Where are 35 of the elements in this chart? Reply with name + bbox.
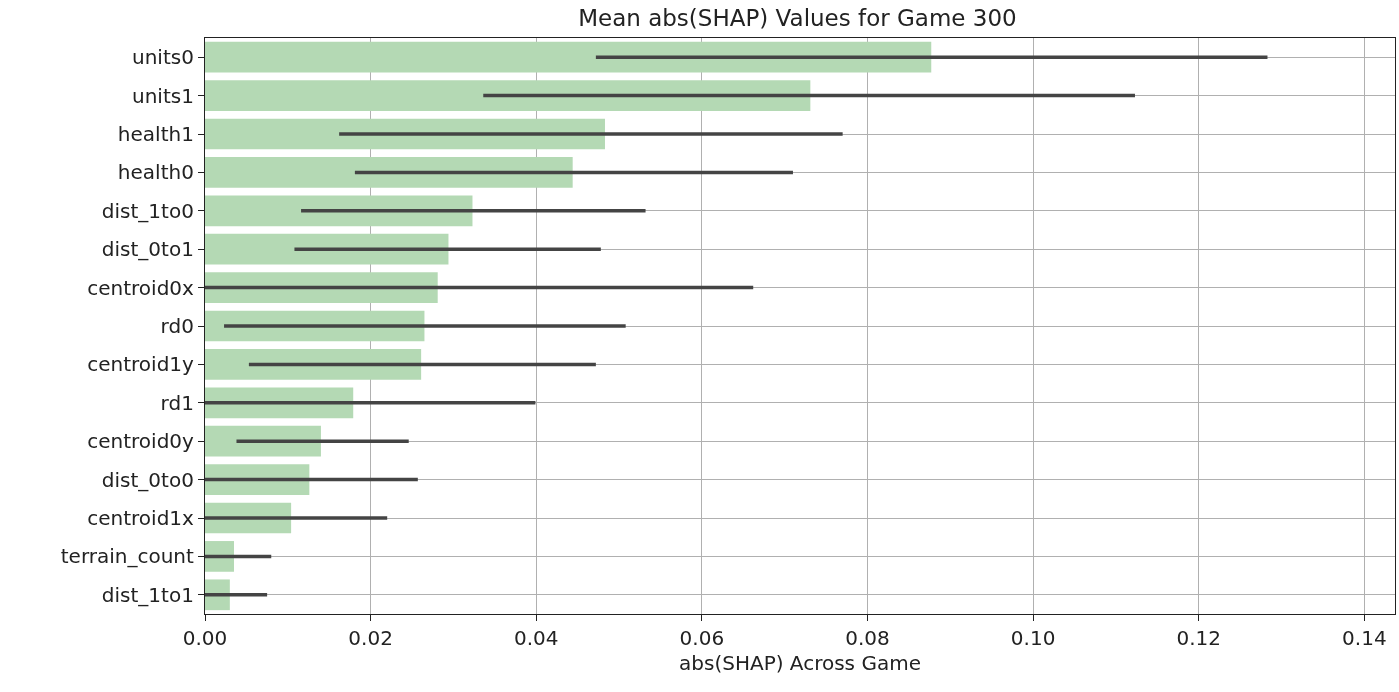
x-tick-label: 0.10 xyxy=(1010,626,1056,651)
y-tick-label: health0 xyxy=(117,160,194,185)
bar xyxy=(205,157,573,188)
y-tick-label: rd1 xyxy=(160,390,194,415)
bar xyxy=(205,41,932,73)
x-tick-label: 0.06 xyxy=(679,626,725,651)
y-tick-label: terrain_count xyxy=(60,544,195,569)
bar xyxy=(205,464,310,495)
y-tick-label: rd0 xyxy=(160,314,194,338)
y-tick-label: units0 xyxy=(131,45,194,70)
x-tick-label: 0.14 xyxy=(1342,626,1387,651)
y-tick-label: dist_1to1 xyxy=(101,582,194,607)
y-tick-label: health1 xyxy=(117,122,194,146)
bar xyxy=(205,195,473,227)
x-axis-title: abs(SHAP) Across Game xyxy=(679,650,921,675)
bar xyxy=(205,80,811,111)
x-tick-label: 0.04 xyxy=(513,626,559,651)
x-tick-label: 0.08 xyxy=(845,626,890,651)
y-tick-label: centroid1x xyxy=(87,506,195,530)
x-tick-label: 0.12 xyxy=(1176,626,1222,651)
y-tick-label: dist_0to1 xyxy=(101,237,194,262)
bar xyxy=(205,541,234,572)
y-tick-label: centroid0x xyxy=(87,275,195,300)
bar xyxy=(205,233,449,265)
bar xyxy=(205,425,321,457)
bar xyxy=(205,272,438,303)
y-tick-label: dist_0to0 xyxy=(101,467,194,492)
y-tick-label: centroid0y xyxy=(87,429,195,454)
y-tick-label: centroid1y xyxy=(87,352,195,377)
bar xyxy=(205,349,422,380)
y-tick-label: dist_1to0 xyxy=(101,198,194,223)
x-tick-label: 0.02 xyxy=(348,626,393,651)
x-tick-label: 0.00 xyxy=(182,626,228,651)
y-tick-label: units1 xyxy=(131,83,194,108)
chart-title: Mean abs(SHAP) Values for Game 300 xyxy=(578,5,1017,32)
